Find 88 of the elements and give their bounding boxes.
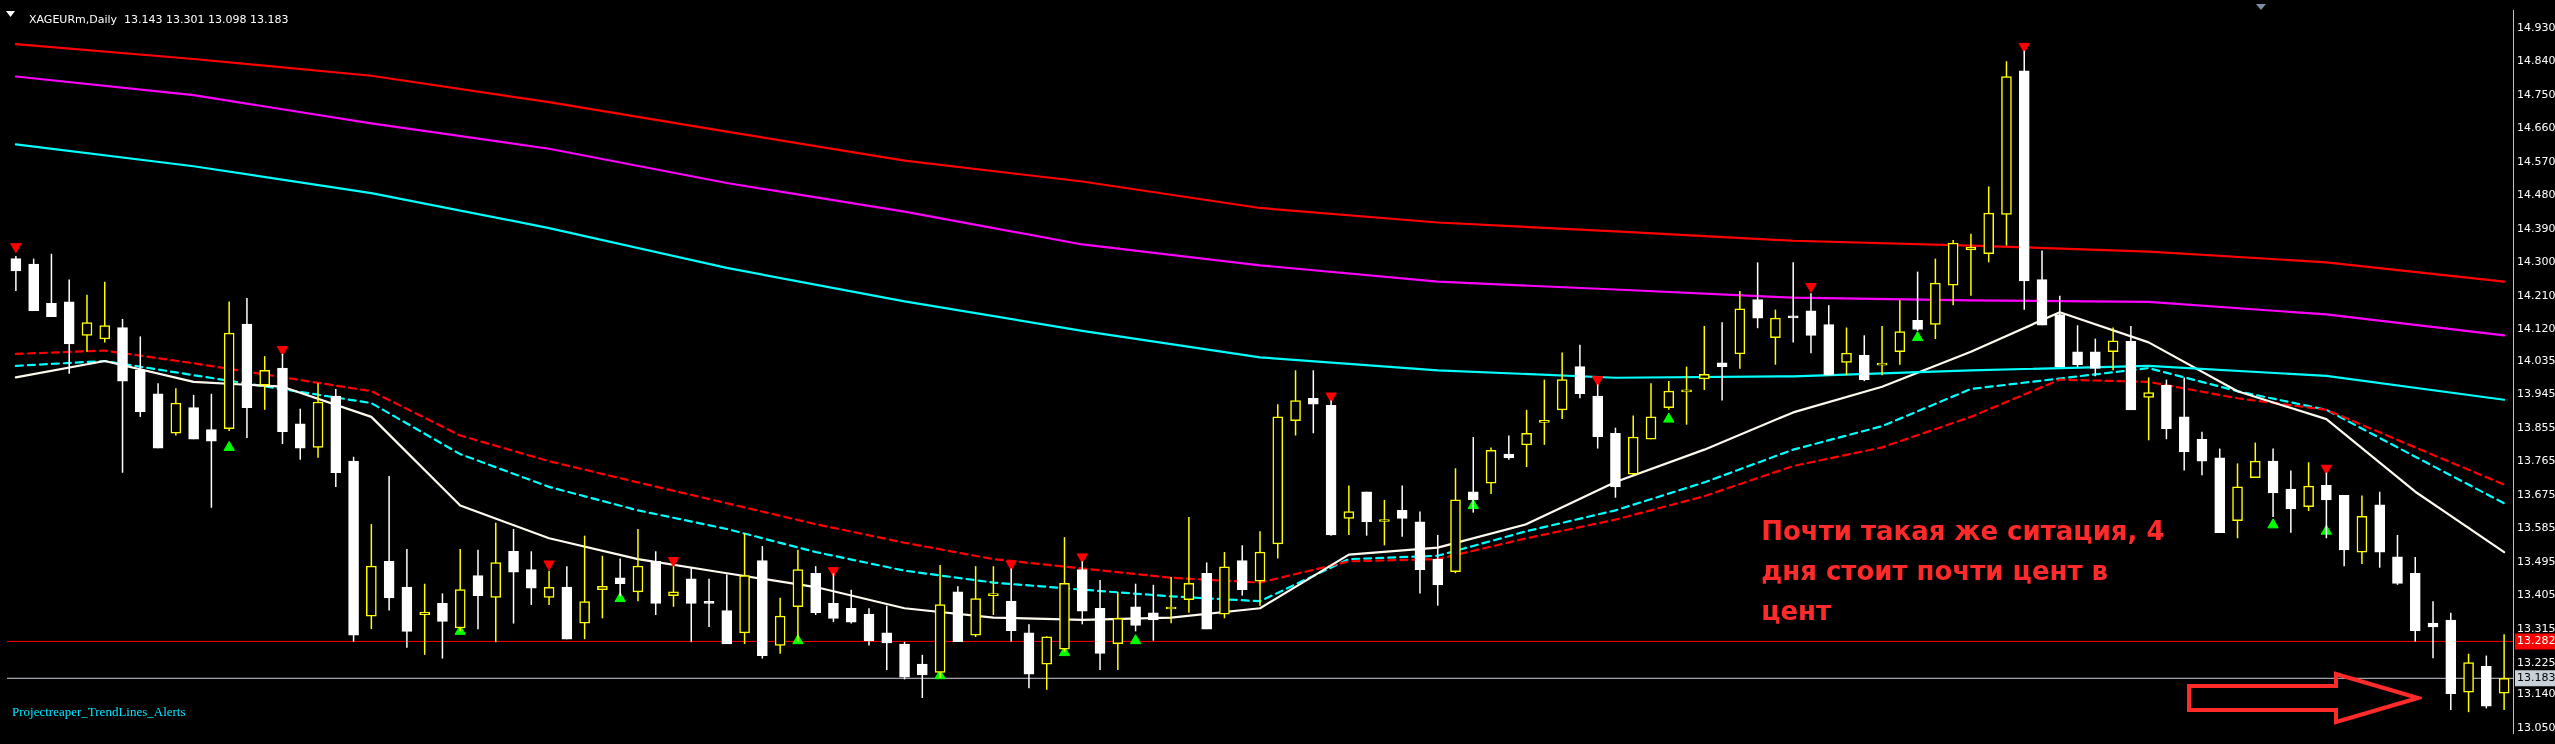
point (1129, 634, 1142, 645)
candlestick (81, 293, 93, 353)
candlestick (1521, 409, 1532, 468)
candlestick (508, 528, 519, 625)
candlestick (845, 588, 857, 625)
candlestick (294, 407, 306, 461)
candlestick (1539, 378, 1550, 446)
y-tick-label: 13.765 (2517, 454, 2555, 468)
candlestick (2285, 469, 2297, 534)
candlestick (881, 604, 893, 671)
ref-line-label: 13.282 (2517, 634, 2555, 648)
y-tick-label: 14.120 (2517, 322, 2555, 336)
point (1911, 331, 1924, 342)
candlestick (1841, 326, 1852, 376)
point (2018, 42, 2030, 53)
candlestick (2072, 324, 2083, 368)
candlestick (259, 355, 271, 411)
candlestick (1965, 232, 1977, 297)
y-tick-label: 14.660 (2517, 121, 2555, 135)
candlestick (916, 654, 928, 699)
candlestick (988, 565, 999, 616)
candlestick (99, 280, 111, 344)
y-tick-label: 13.675 (2517, 487, 2555, 501)
candlestick (2107, 326, 2119, 372)
candlestick (2249, 441, 2261, 479)
y-tick-label: 13.945 (2517, 387, 2555, 401)
candlestick (1130, 582, 1141, 633)
y-tick-label: 13.140 (2517, 687, 2555, 701)
candlestick (10, 255, 22, 292)
point (1805, 283, 1817, 294)
chart-title: XAGEURm,Daily 13.143 13.301 13.098 13.183 (29, 13, 289, 27)
candlestick (1645, 382, 1657, 440)
y-tick-label: 14.300 (2517, 255, 2555, 269)
y-tick-label: 13.585 (2517, 521, 2555, 535)
candlestick (2196, 431, 2208, 477)
y-tick-label: 14.210 (2517, 288, 2555, 302)
y-tick-label: 13.495 (2517, 554, 2555, 568)
point (223, 440, 235, 451)
candlestick (703, 578, 715, 628)
y-tick-label: 14.930 (2517, 20, 2555, 34)
candlestick (2498, 633, 2510, 711)
y-tick-label: 14.750 (2517, 87, 2555, 101)
point (276, 345, 289, 356)
point (1663, 412, 1675, 423)
candlestick (419, 582, 430, 656)
point (2267, 518, 2279, 529)
candlestick (1699, 325, 1710, 391)
candlestick (1894, 299, 1906, 366)
annotation: Projectreaper_TrendLines_Alerts (12, 703, 186, 719)
candlestick (1787, 261, 1799, 344)
y-tick-label: 13.050 (2517, 720, 2555, 734)
y-tick-label: 13.855 (2517, 420, 2555, 434)
candlestick (1770, 308, 1781, 366)
y-tick-label: 14.570 (2517, 154, 2555, 168)
candlestick (46, 253, 57, 318)
candlestick (632, 528, 644, 602)
candlestick (1503, 434, 1515, 461)
point (1325, 392, 1337, 403)
candlestick (1752, 261, 1763, 329)
y-tick-label: 14.480 (2517, 188, 2555, 202)
candlestick (1379, 499, 1390, 547)
candlestick (206, 393, 217, 509)
y-tick-label: 14.840 (2517, 54, 2555, 68)
candlestick (1467, 436, 1479, 514)
y-tick-label: 13.405 (2517, 588, 2555, 602)
candlestick (472, 549, 484, 630)
candlestick (1148, 584, 1159, 642)
point (614, 592, 626, 603)
point (1591, 376, 1604, 387)
y-tick-label: 14.390 (2517, 221, 2555, 235)
candlestick (525, 550, 537, 606)
annotation: Почти такая же ситация, 4 дня стоит почти цент в цент (1761, 515, 2165, 626)
y-tick-label: 13.225 (2517, 655, 2555, 669)
candlestick (1307, 369, 1319, 435)
candlestick (1112, 591, 1124, 671)
candlestick (685, 566, 697, 643)
candlestick (1663, 380, 1675, 411)
candlestick (1183, 516, 1195, 614)
candlestick (1432, 534, 1444, 607)
point (10, 243, 22, 254)
point (2320, 464, 2333, 475)
ref-line-label: 13.183 (2517, 671, 2555, 685)
candlestick (2427, 600, 2439, 659)
y-tick-label: 13.315 (2517, 621, 2555, 635)
candlestick (1858, 334, 1870, 382)
candlestick (2303, 461, 2314, 512)
y-tick-label: 14.035 (2517, 353, 2555, 367)
candlestick (579, 534, 590, 640)
